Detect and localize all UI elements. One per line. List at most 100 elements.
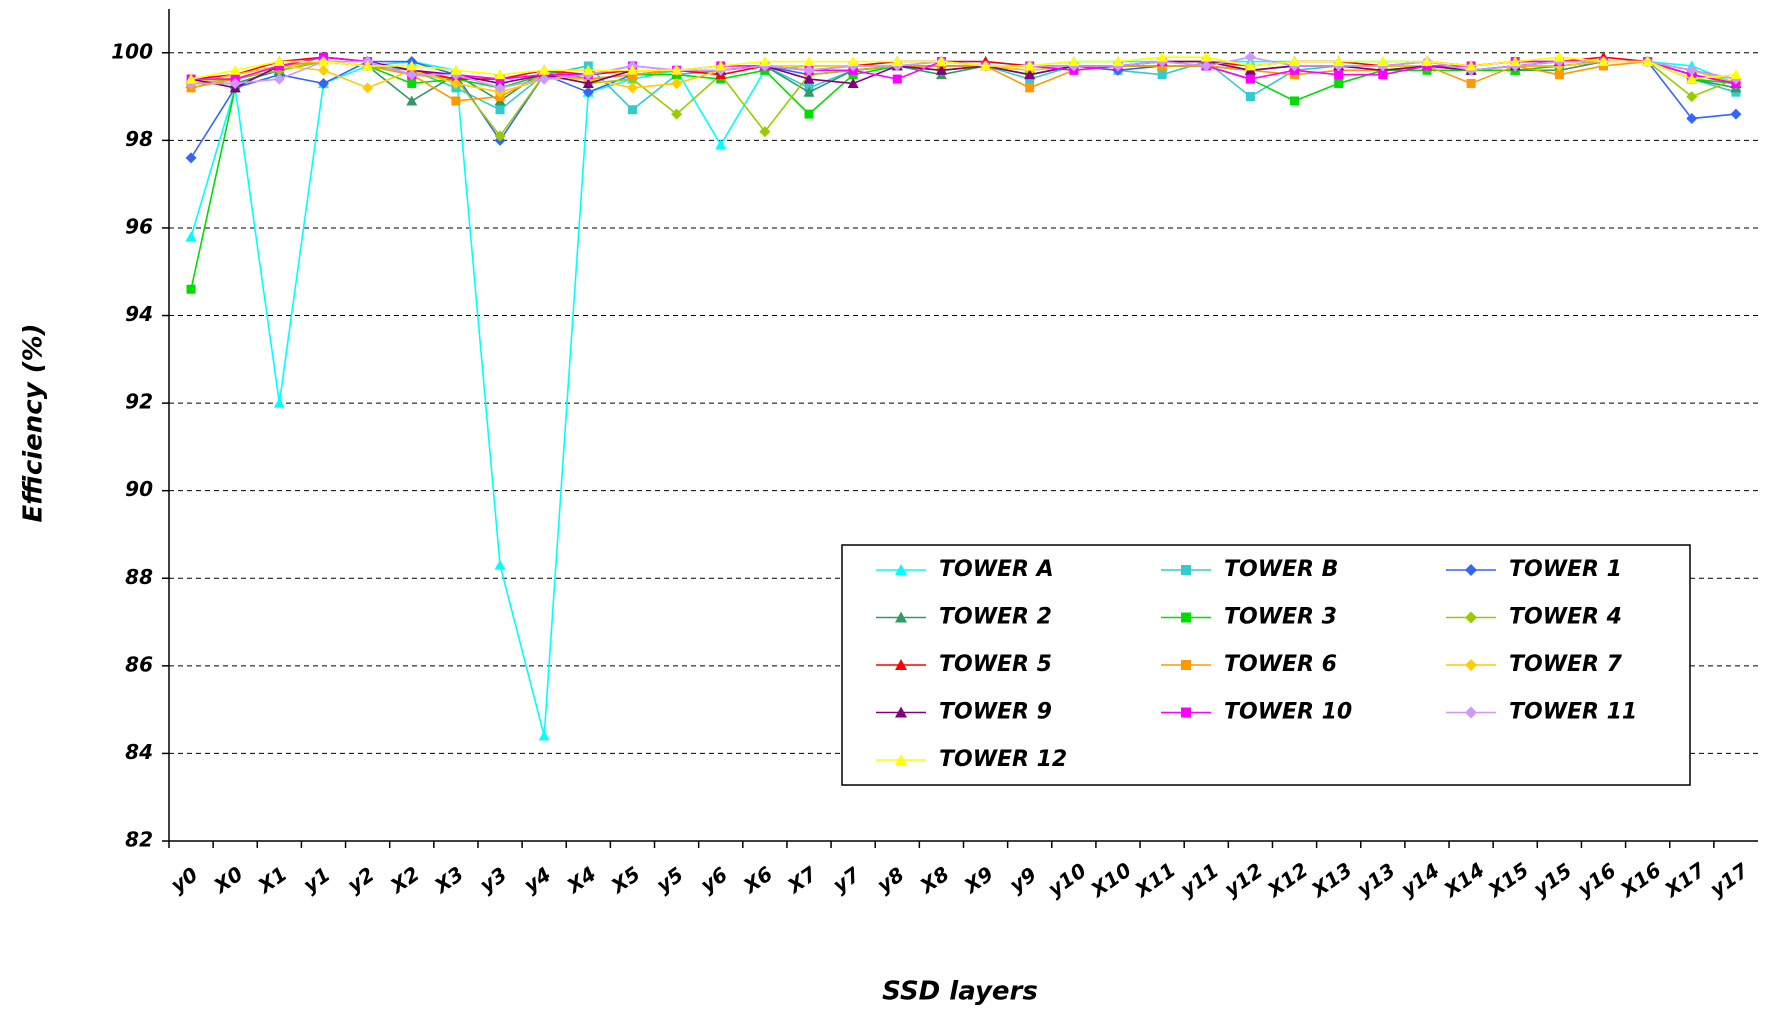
data-point <box>1466 78 1476 88</box>
x-tick-label: y17 <box>1705 858 1752 901</box>
x-tick-label: X5 <box>605 862 644 900</box>
data-point <box>185 73 197 84</box>
data-point <box>891 56 903 67</box>
data-point <box>406 69 418 81</box>
y-tick-label: 84 <box>125 740 153 764</box>
data-point <box>1686 73 1698 84</box>
data-point <box>1421 56 1433 67</box>
data-point <box>935 56 947 67</box>
legend-marker <box>895 611 907 623</box>
data-point <box>1642 56 1654 67</box>
x-tick-label: X7 <box>782 861 822 899</box>
data-point <box>1553 51 1565 62</box>
x-tick-label: X8 <box>914 861 954 899</box>
data-point <box>1244 51 1256 63</box>
y-tick-label: 90 <box>125 477 153 501</box>
data-point <box>317 56 329 67</box>
data-point <box>494 559 506 570</box>
data-point <box>273 397 285 408</box>
data-point <box>671 77 683 89</box>
data-point <box>627 105 637 115</box>
data-point <box>1686 91 1698 103</box>
x-tick-label: y8 <box>873 862 909 897</box>
x-tick-label: X9 <box>958 861 998 899</box>
legend-marker <box>895 706 907 718</box>
data-point <box>1554 70 1564 80</box>
data-point <box>494 69 506 80</box>
data-point <box>185 152 197 164</box>
x-tick-label: X6 <box>737 861 777 899</box>
data-point <box>1730 69 1742 80</box>
data-point <box>362 82 374 94</box>
data-point <box>317 64 329 76</box>
legend-label: TOWER 12 <box>939 747 1067 772</box>
x-tick-label: y16 <box>1573 858 1620 901</box>
data-point <box>451 96 461 106</box>
data-point <box>759 56 771 67</box>
x-tick-label: y15 <box>1529 858 1576 901</box>
x-axis-title: SSD layers <box>882 977 1038 1007</box>
series-line <box>190 60 1737 290</box>
x-tick-label: y7 <box>828 862 864 897</box>
data-point <box>1156 51 1168 62</box>
data-point <box>804 109 814 119</box>
data-point <box>1289 56 1301 67</box>
data-point <box>538 64 550 75</box>
data-point <box>1333 56 1345 67</box>
x-tick-label: y10 <box>1043 858 1090 901</box>
data-point <box>1068 56 1080 67</box>
x-tick-label: y3 <box>475 862 511 897</box>
data-point <box>1025 83 1035 93</box>
x-tick-label: X15 <box>1482 858 1533 904</box>
data-point <box>803 86 815 97</box>
legend-marker <box>1465 706 1477 719</box>
data-point <box>803 56 815 67</box>
legend-label: TOWER 4 <box>1509 605 1622 630</box>
x-tick-label: y6 <box>696 862 732 897</box>
legend-label: TOWER B <box>1224 557 1338 582</box>
data-point <box>450 77 462 89</box>
legend-marker <box>895 564 907 575</box>
data-point <box>626 82 638 94</box>
data-point <box>1245 92 1255 102</box>
legend-marker <box>895 754 907 765</box>
x-tick-label: y13 <box>1352 858 1399 901</box>
data-point <box>626 64 638 75</box>
data-point <box>847 56 859 67</box>
legend-marker <box>1181 660 1191 670</box>
data-point <box>671 64 683 75</box>
x-tick-label: X11 <box>1129 858 1180 904</box>
data-point <box>494 130 506 142</box>
data-point <box>406 60 418 71</box>
data-point <box>450 64 462 75</box>
data-point <box>273 73 285 85</box>
data-point <box>495 105 505 115</box>
data-point <box>186 284 196 294</box>
data-point <box>1377 56 1389 67</box>
x-tick-label: X16 <box>1615 857 1666 903</box>
legend-label: TOWER 11 <box>1509 700 1637 725</box>
y-tick-label: 94 <box>125 302 153 326</box>
data-point <box>406 95 418 106</box>
legend-marker <box>1181 565 1191 575</box>
x-tick-label: X17 <box>1659 857 1710 903</box>
data-point <box>273 56 285 67</box>
data-point <box>759 126 771 138</box>
x-tick-label: y14 <box>1396 858 1443 901</box>
legend-label: TOWER 6 <box>1224 652 1337 677</box>
data-point <box>582 64 594 75</box>
x-tick-label: y0 <box>166 862 202 897</box>
data-point <box>1378 70 1388 80</box>
data-point <box>538 730 550 741</box>
data-point <box>362 60 374 71</box>
data-point <box>1244 60 1256 71</box>
data-point <box>1509 56 1521 67</box>
legend-label: TOWER A <box>939 557 1054 582</box>
x-tick-label: y2 <box>343 862 379 897</box>
legend-marker <box>1181 612 1191 623</box>
data-point <box>229 64 241 75</box>
data-point <box>1200 51 1212 62</box>
data-point <box>1686 64 1698 76</box>
series-line <box>190 56 1737 80</box>
y-tick-label: 98 <box>125 127 153 151</box>
